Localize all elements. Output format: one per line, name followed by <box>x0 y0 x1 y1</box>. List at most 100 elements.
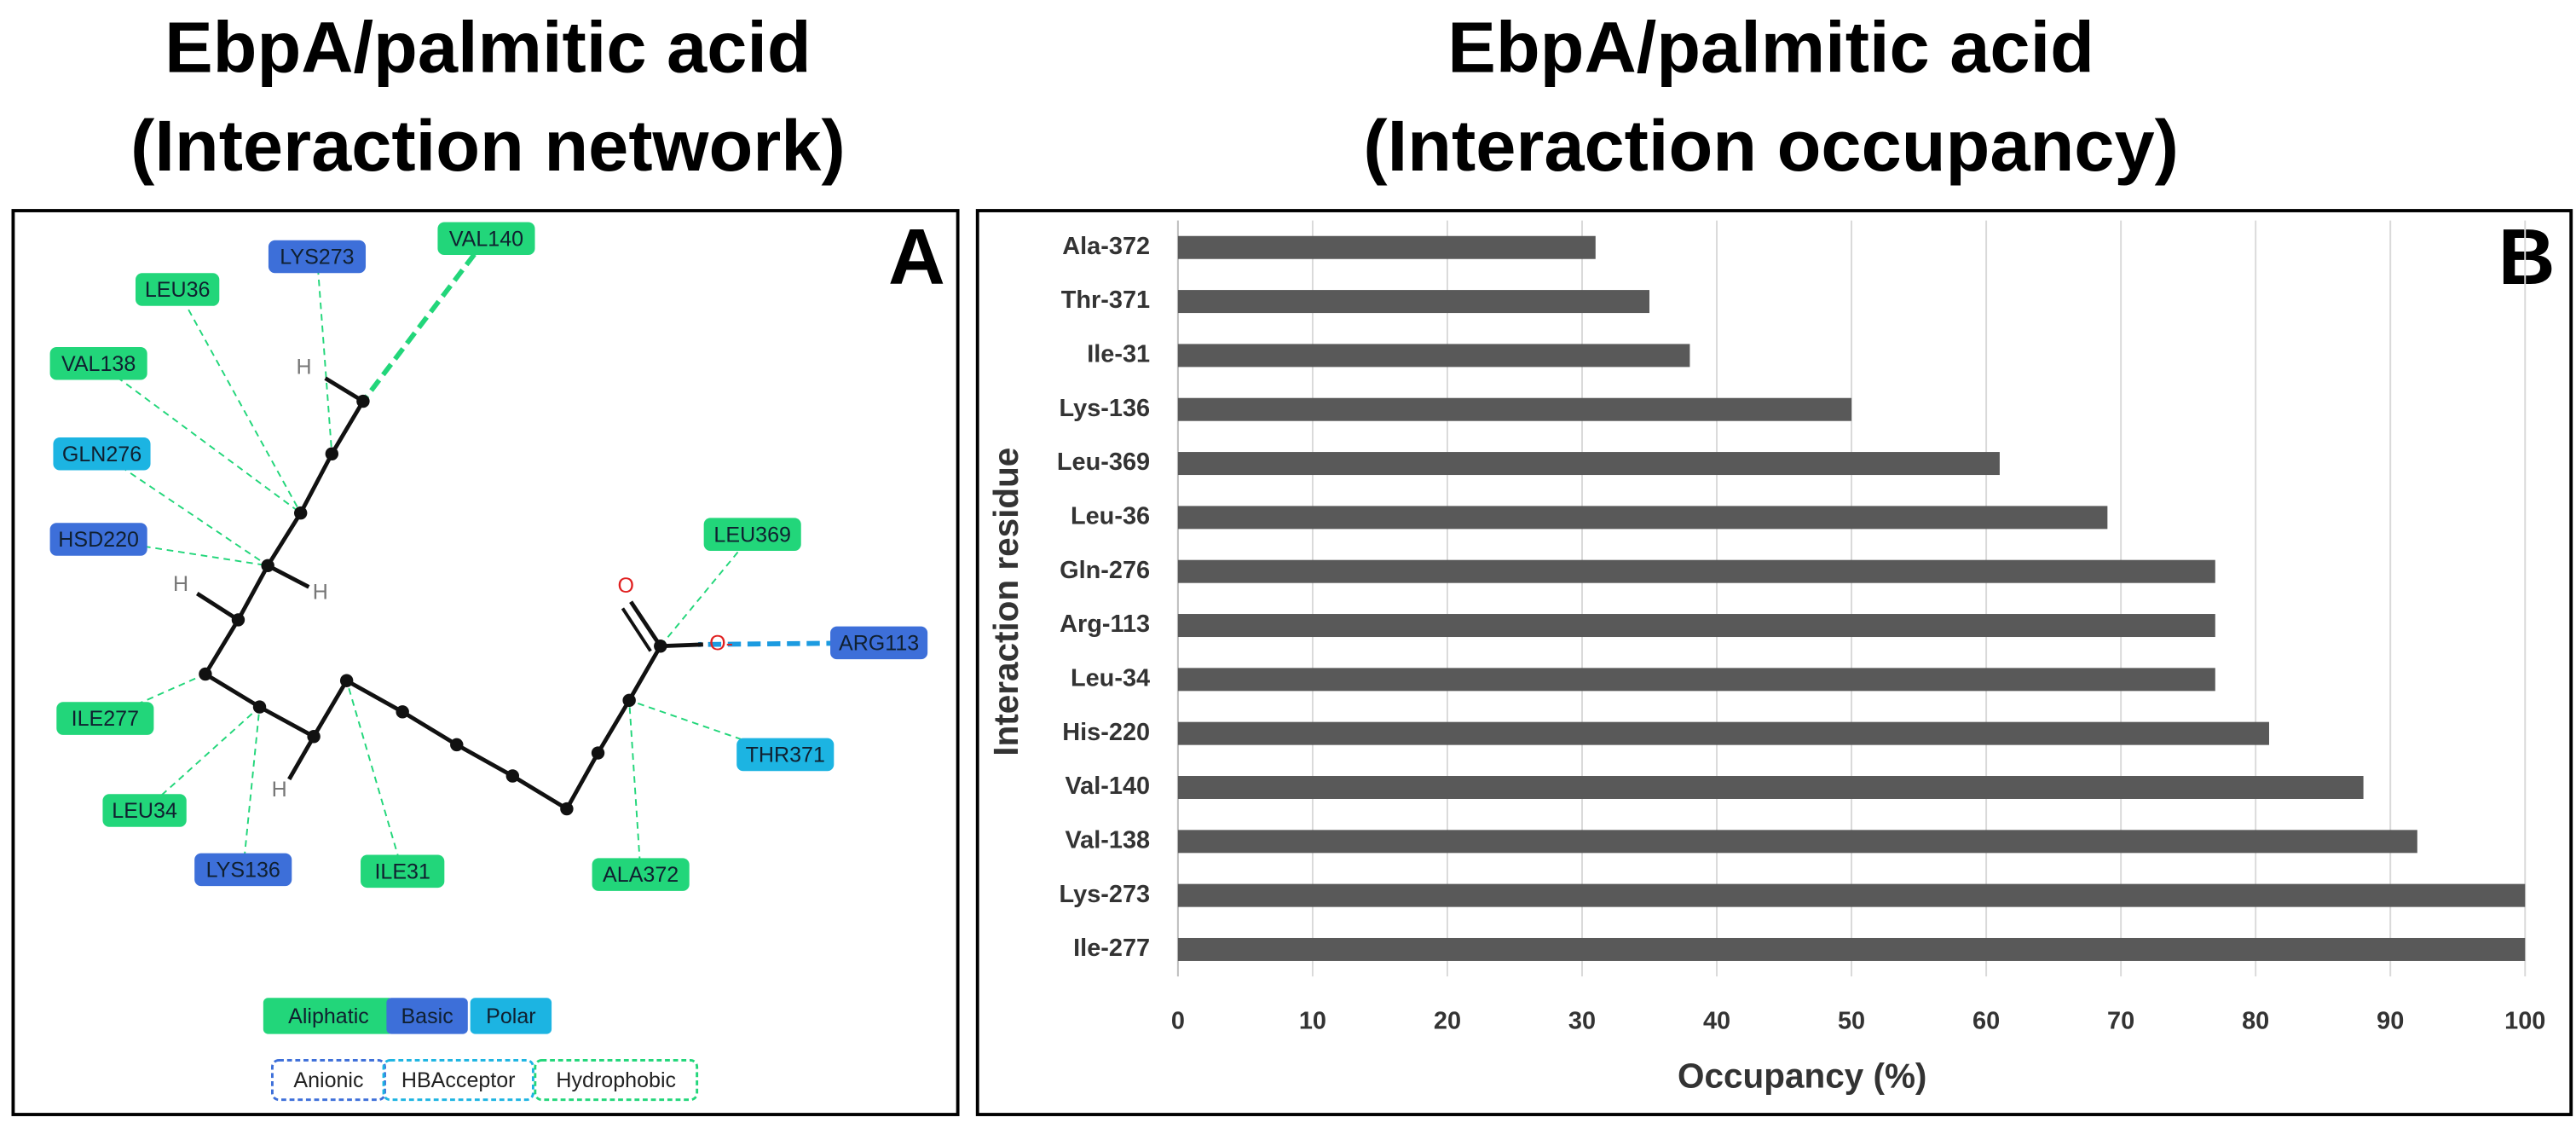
bar <box>1177 721 2269 745</box>
bond <box>202 400 662 812</box>
legend-swatch <box>386 998 468 1034</box>
y-tick-label: Lys-273 <box>1060 881 1151 908</box>
atom <box>505 769 520 783</box>
atom <box>231 613 245 627</box>
residue-node <box>830 626 928 660</box>
atom-label: H <box>297 356 312 379</box>
interaction-line <box>660 534 754 647</box>
atom-label: H <box>313 581 328 605</box>
residue-node <box>736 738 835 772</box>
interaction-line <box>345 680 404 872</box>
x-tick-label: 20 <box>1434 1008 1461 1035</box>
bar <box>1177 830 2417 854</box>
residue-label: HSD220 <box>58 528 139 552</box>
bond <box>267 564 310 589</box>
x-tick-label: 60 <box>1972 1008 2000 1035</box>
y-tick-label: Ile-31 <box>1087 341 1150 368</box>
interaction-line <box>176 289 302 514</box>
residue-node <box>102 794 187 827</box>
y-tick-label: Leu-369 <box>1057 449 1150 476</box>
atom <box>261 559 274 573</box>
bar <box>1177 883 2526 907</box>
residue-label: LYS136 <box>206 858 280 882</box>
interaction-line <box>628 700 642 875</box>
y-tick-label: Ala-372 <box>1062 233 1150 260</box>
bar <box>1177 614 2215 638</box>
title: EbpA/palmitic acid <box>1447 6 2094 87</box>
legend-swatch <box>263 998 395 1034</box>
atom <box>199 667 212 681</box>
y-tick-label: Ile-277 <box>1073 935 1150 962</box>
residue-node <box>53 437 151 471</box>
atom <box>307 730 321 744</box>
residue-node <box>437 222 535 256</box>
x-tick-label: 10 <box>1299 1008 1326 1035</box>
bar <box>1177 344 1690 368</box>
atom-label: H <box>173 572 188 596</box>
x-tick-label: 30 <box>1568 1008 1596 1035</box>
y-tick-label: Val-140 <box>1066 773 1151 800</box>
atom <box>396 705 409 719</box>
legend-label: HBAcceptor <box>401 1068 516 1092</box>
network: H H H H O O- VAL140 LYS273 LEU36 VAL138 GLN276 HSD2… <box>49 222 928 1102</box>
x-tick-label: 0 <box>1171 1008 1185 1035</box>
y-tick-label: Arg-113 <box>1060 611 1150 638</box>
residue-label: GLN276 <box>62 443 142 466</box>
panel-label: B <box>2498 212 2556 301</box>
legend-swatch <box>470 998 552 1034</box>
x-tick-label: 70 <box>2107 1008 2134 1035</box>
legend-label: Basic <box>401 1004 453 1028</box>
atom-label: O- <box>709 631 733 655</box>
x-tick-label: 80 <box>2242 1008 2269 1035</box>
legend-label: Anionic <box>293 1068 363 1092</box>
bar <box>1177 776 2364 799</box>
atom <box>450 738 464 752</box>
atom-label: O <box>618 574 634 598</box>
interaction-line <box>242 706 261 870</box>
atom <box>591 746 605 760</box>
atom <box>560 802 574 816</box>
y-tick-label: Val-138 <box>1066 826 1151 854</box>
interaction-line <box>98 362 302 514</box>
atom <box>339 674 354 687</box>
x-axis-label: Occupancy (%) <box>1678 1056 1926 1095</box>
interaction-line <box>361 237 488 403</box>
legend-label: Aliphatic <box>288 1004 369 1028</box>
residue-label: VAL140 <box>449 227 523 251</box>
legend-label: Polar <box>486 1004 535 1028</box>
residue-label: ALA372 <box>603 863 679 887</box>
bar <box>1177 559 2215 583</box>
bar <box>1177 937 2526 961</box>
residue-node <box>703 518 801 551</box>
legend-swatch <box>271 1058 386 1102</box>
title: (Interaction occupancy) <box>1363 105 2178 186</box>
residue-node <box>49 346 147 380</box>
residue-label: LEU34 <box>112 799 177 823</box>
residue-node <box>136 273 220 306</box>
residue-label: ILE277 <box>72 707 139 731</box>
residue-node <box>268 240 367 274</box>
bond <box>324 376 365 403</box>
atom <box>325 447 339 460</box>
y-tick-label: His-220 <box>1062 719 1150 746</box>
atom <box>622 693 636 708</box>
bond <box>621 607 652 652</box>
legend-label: Hydrophobic <box>556 1068 676 1092</box>
residue-label: VAL138 <box>61 352 136 376</box>
panel-label: A <box>888 212 945 301</box>
bar <box>1177 235 1596 259</box>
y-tick-label: Thr-371 <box>1061 287 1150 314</box>
title: EbpA/palmitic acid <box>165 6 811 87</box>
y-tick-label: Leu-34 <box>1071 664 1150 692</box>
atom <box>356 394 370 408</box>
x-tick-label: 100 <box>2504 1008 2545 1035</box>
bond <box>660 642 703 649</box>
residue-label: LEU36 <box>145 278 211 302</box>
atom <box>293 506 308 520</box>
bond <box>287 735 316 781</box>
bar-chart: 0 10 20 30 40 50 60 70 80 90 100 Ala-372 Thr-371 Ile-… <box>986 220 2545 1095</box>
bar <box>1177 668 2215 692</box>
bond <box>629 600 662 648</box>
interaction-line <box>316 256 333 454</box>
